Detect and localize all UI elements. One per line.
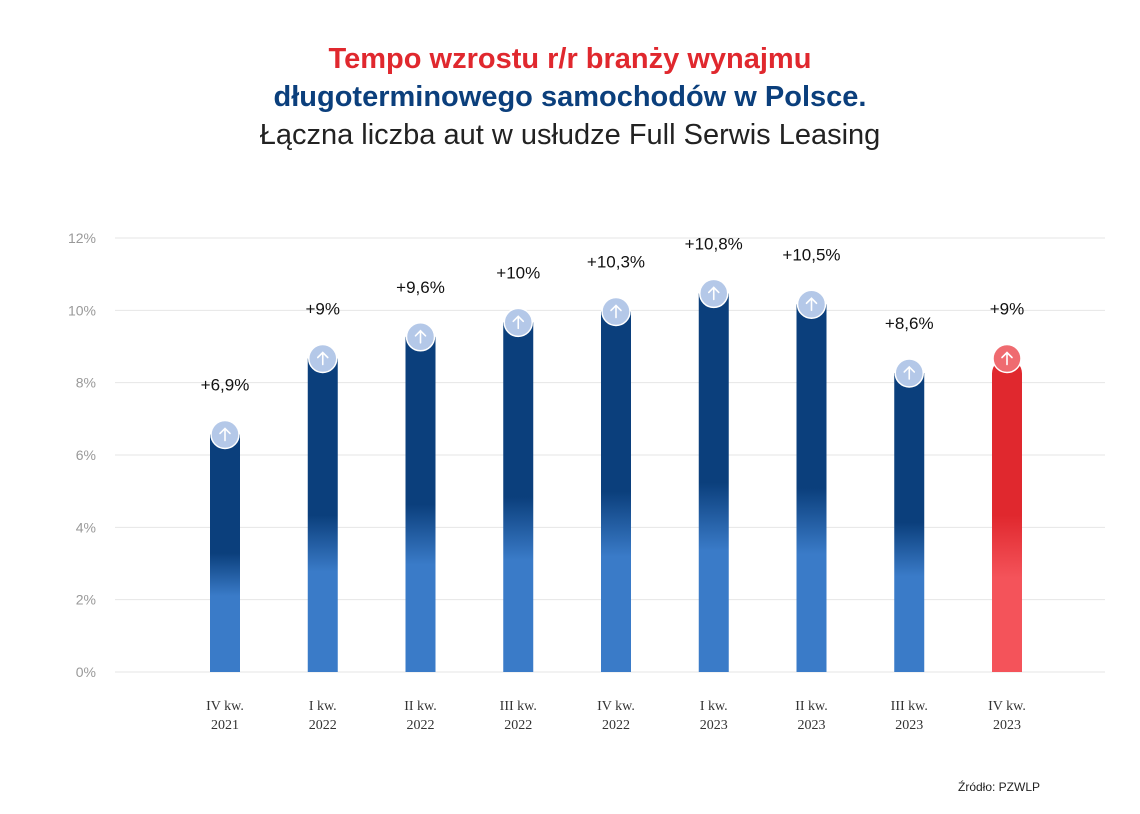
y-tick-label: 6%	[76, 447, 96, 463]
source-note: Źródło: PZWLP	[958, 780, 1041, 794]
arrow-up-icon	[503, 307, 533, 338]
chart-title: Tempo wzrostu r/r branży wynajmu długote…	[0, 40, 1140, 154]
x-tick-label: III kw.	[891, 699, 928, 714]
bar	[601, 311, 631, 672]
data-label: +9,6%	[396, 278, 445, 297]
data-label: +9%	[306, 300, 341, 319]
bar-group: +9%	[306, 300, 341, 672]
title-line-1: Tempo wzrostu r/r branży wynajmu	[328, 43, 812, 75]
y-axis: 0% 2% 4% 6% 8% 10% 12%	[68, 230, 96, 680]
y-tick-label: 12%	[68, 230, 96, 246]
x-tick-label: II kw.	[795, 699, 828, 714]
x-tick-label: III kw.	[500, 699, 537, 714]
bar-group: +9,6%	[396, 278, 445, 672]
bar-group: +6,9%	[201, 375, 250, 672]
data-label: +9%	[990, 300, 1025, 319]
x-tick-label: IV kw.	[206, 699, 244, 714]
bar-group: +10,8%	[685, 234, 743, 672]
x-tick-label: IV kw.	[988, 699, 1026, 714]
bar-group: +10,3%	[587, 252, 645, 672]
x-tick-label: I kw.	[309, 699, 337, 714]
x-tick-label: 2023	[700, 718, 728, 733]
y-tick-label: 0%	[76, 664, 96, 680]
bar	[503, 322, 534, 672]
x-tick-label: II kw.	[404, 699, 437, 714]
data-label: +8,6%	[885, 314, 934, 333]
x-tick-label: 2023	[895, 718, 923, 733]
x-tick-label: 2022	[309, 718, 337, 733]
bar	[992, 358, 1022, 672]
bars: +6,9% +9% +9,6% +10% +10,3% +10,8% +10,5% +8,6%…	[201, 234, 1025, 672]
x-tick-label: I kw.	[700, 699, 728, 714]
title-line-2: długoterminowego samochodów w Polsce.	[273, 81, 867, 113]
arrow-up-icon	[210, 419, 240, 450]
arrow-up-icon	[308, 343, 338, 374]
x-tick-label: 2022	[504, 718, 532, 733]
arrow-up-icon	[796, 289, 827, 319]
bar	[698, 293, 729, 672]
y-tick-label: 10%	[68, 302, 96, 318]
x-axis: IV kw. 2021 I kw. 2022 II kw. 2022 III kw. 2022…	[206, 699, 1026, 733]
bar	[796, 304, 827, 672]
bar-group: +10,5%	[782, 245, 841, 672]
x-tick-label: IV kw.	[597, 699, 635, 714]
data-label: +10,8%	[685, 234, 743, 253]
bar-group: +10%	[496, 263, 540, 672]
x-tick-label: 2022	[602, 718, 630, 733]
arrow-up-icon	[992, 343, 1022, 374]
y-tick-label: 4%	[76, 519, 96, 535]
bar	[210, 434, 240, 672]
x-tick-label: 2022	[407, 718, 435, 733]
arrow-up-icon	[894, 358, 924, 388]
y-tick-label: 8%	[76, 375, 96, 391]
arrow-up-icon	[405, 322, 436, 352]
subtitle: Łączna liczba aut w usłudze Full Serwis …	[259, 119, 881, 151]
bar	[894, 372, 925, 672]
bar-group: +8,6%	[885, 314, 934, 672]
x-tick-label: 2021	[211, 718, 239, 733]
arrow-up-icon	[699, 278, 729, 309]
x-tick-label: 2023	[993, 718, 1021, 733]
bar-group: +9%	[990, 300, 1025, 672]
bar-base	[992, 652, 1022, 672]
arrow-up-icon	[601, 296, 631, 327]
y-tick-label: 2%	[76, 592, 96, 608]
bar	[405, 336, 436, 672]
data-label: +10%	[496, 263, 540, 282]
data-label: +10,5%	[782, 245, 840, 264]
bar	[307, 358, 338, 672]
data-label: +6,9%	[201, 375, 250, 394]
x-tick-label: 2023	[798, 718, 826, 733]
data-label: +10,3%	[587, 252, 645, 271]
